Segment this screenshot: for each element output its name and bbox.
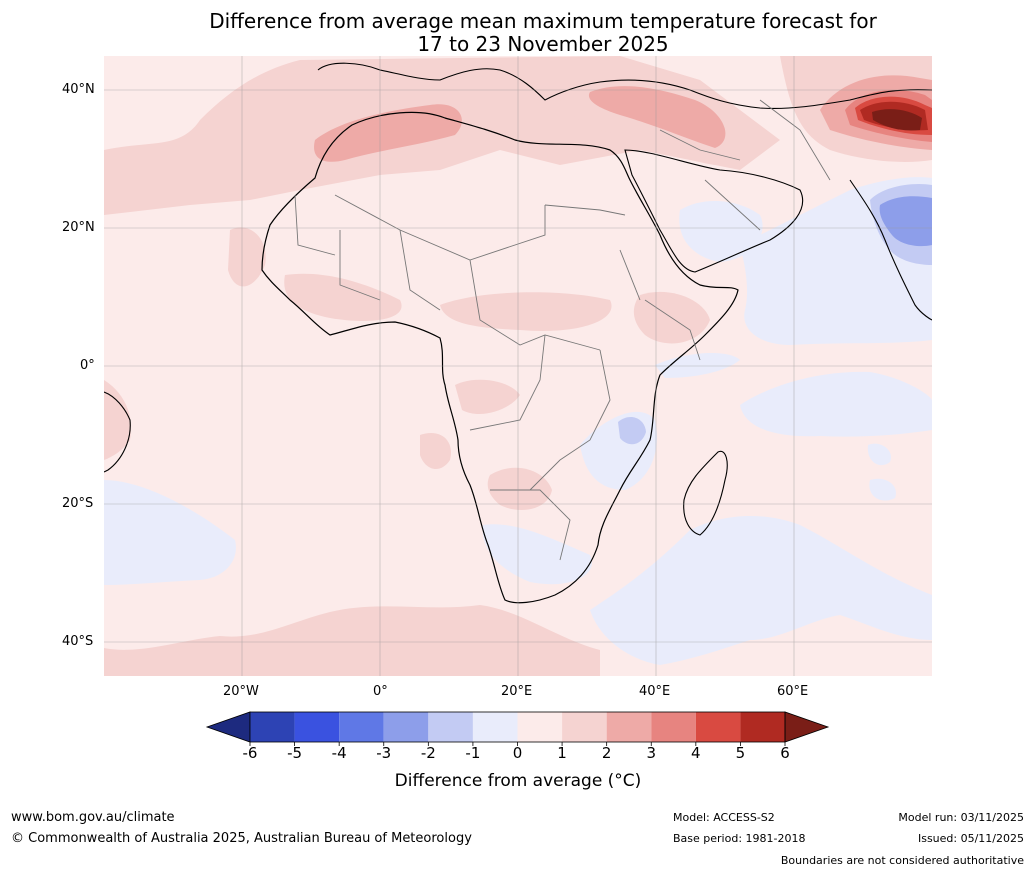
arabia-coastline	[624, 149, 804, 273]
map-title-line2: 17 to 23 November 2025	[417, 32, 669, 56]
colorbar-tick-label: 4	[691, 744, 701, 762]
india-coastline	[849, 179, 932, 321]
colorbar-tick-label: 0	[512, 744, 523, 762]
anomaly-warm-atlantic-west	[228, 227, 266, 287]
colorbar-tick-label: 5	[735, 744, 746, 762]
lat-label-equator: 0°	[80, 358, 95, 373]
lat-label-20s: 20°S	[62, 496, 94, 511]
anomaly-cool-namibia	[482, 524, 592, 585]
colorbar-tick-label: -5	[287, 744, 303, 762]
graticule	[104, 56, 932, 676]
colorbar-swatch	[517, 712, 563, 742]
colorbar-tick-label: -4	[331, 744, 347, 762]
colorbar-tick-label: -3	[376, 744, 392, 762]
europe-coastline	[317, 62, 932, 109]
anomaly-cool-indian-ocean	[740, 371, 932, 437]
colorbar-swatch	[651, 712, 696, 742]
country-borders	[294, 99, 831, 561]
colorbar-tick-label: 2	[601, 744, 612, 762]
colorbar-swatch	[562, 712, 607, 742]
colorbar-swatch	[740, 712, 785, 742]
anomaly-cool-arabia	[679, 200, 763, 262]
colorbar-swatch	[472, 712, 518, 742]
colorbar-tick-label: 6	[780, 744, 790, 762]
africa-coastline	[261, 111, 739, 604]
colorbar-title: Difference from average (°C)	[394, 771, 642, 791]
lon-label-0: 0°	[373, 684, 388, 699]
map-title: Difference from average mean maximum tem…	[100, 10, 986, 56]
anomaly-warm-south-atlantic-west	[104, 380, 131, 460]
lon-label-60e: 60°E	[777, 684, 809, 699]
anomaly-warm-west-africa	[284, 273, 402, 321]
colorbar-swatch	[695, 712, 741, 742]
anomaly-cool-indian-patch	[869, 478, 896, 501]
lon-label-40e: 40°E	[639, 684, 671, 699]
anomaly-warm-kalahari	[487, 467, 552, 510]
colorbar-swatch	[294, 712, 340, 742]
anomaly-cool-atlantic-southwest	[104, 480, 236, 585]
colorbar-extend-high	[784, 711, 830, 743]
footer-issued: Issued: 05/11/2025	[917, 832, 1024, 845]
colorbar-tick-label: 1	[557, 744, 567, 762]
footer-disclaimer: Boundaries are not considered authoritat…	[780, 854, 1024, 867]
colorbar-swatch	[428, 712, 473, 742]
south-america-coastline	[104, 391, 131, 473]
lon-label-20w: 20°W	[223, 684, 259, 699]
lat-label-40n: 40°N	[62, 82, 95, 97]
anomaly-warm-turkey	[588, 86, 726, 148]
anomaly-cool-madagascar-east	[867, 443, 891, 466]
anomaly-cool-southern-indian	[590, 515, 932, 665]
footer-model-run: Model run: 03/11/2025	[898, 811, 1024, 824]
anomaly-cool-malawi	[618, 417, 646, 445]
anomaly-warm-angola-coast	[420, 432, 451, 470]
footer-base-period: Base period: 1981-2018	[673, 832, 806, 845]
lat-label-20n: 20°N	[62, 220, 95, 235]
map-title-line1: Difference from average mean maximum tem…	[209, 9, 877, 33]
colorbar-tick-label: -1	[465, 744, 481, 762]
colorbar-tick-label: -2	[420, 744, 436, 762]
lon-label-20e: 20°E	[501, 684, 533, 699]
colorbar-swatch	[606, 712, 652, 742]
anomaly-extreme-karakoram	[872, 109, 922, 131]
colorbar-tick-label: -6	[242, 744, 258, 762]
anomaly-cooler-india	[879, 196, 932, 247]
madagascar-coastline	[683, 450, 728, 536]
colorbar-tick-label: 3	[646, 744, 657, 762]
footer-website: www.bom.gov.au/climate	[11, 810, 175, 825]
anomaly-warm-atlas	[314, 104, 462, 162]
anomaly-warm-southern-ocean	[104, 605, 600, 676]
colorbar-extend-low	[205, 711, 251, 743]
anomaly-warm-congo	[455, 379, 520, 415]
lat-label-40s: 40°S	[62, 634, 94, 649]
footer-model: Model: ACCESS-S2	[673, 811, 775, 824]
colorbar-swatch	[339, 712, 384, 742]
anomaly-cool-east-africa	[655, 353, 740, 378]
colorbar-swatch	[383, 712, 429, 742]
footer-copyright: © Commonwealth of Australia 2025, Austra…	[11, 831, 472, 846]
colorbar-swatch	[250, 712, 295, 742]
